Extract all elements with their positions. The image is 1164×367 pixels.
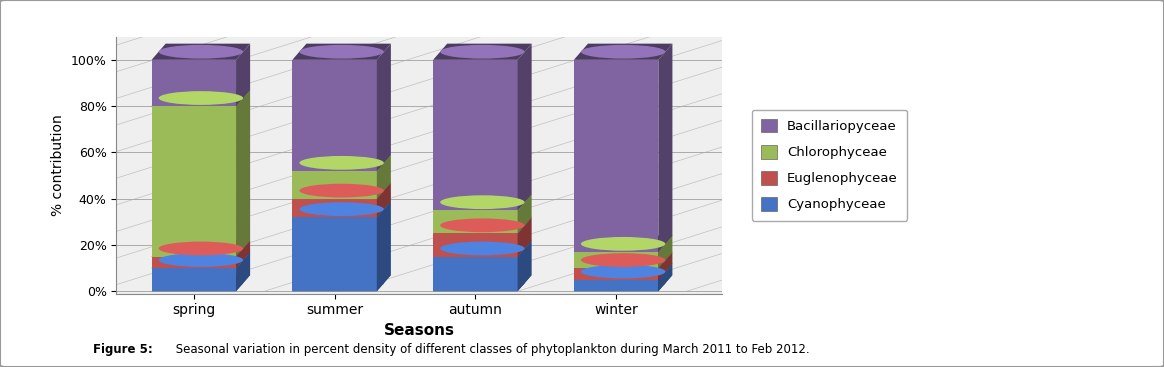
Polygon shape	[377, 182, 391, 217]
Bar	[292, 171, 377, 199]
Ellipse shape	[158, 276, 243, 290]
Polygon shape	[659, 264, 673, 291]
Polygon shape	[518, 217, 532, 257]
Polygon shape	[236, 240, 250, 268]
Bar	[433, 233, 518, 257]
Ellipse shape	[299, 45, 384, 59]
Polygon shape	[659, 252, 673, 280]
Ellipse shape	[581, 265, 666, 279]
Polygon shape	[659, 44, 673, 252]
Ellipse shape	[440, 276, 525, 290]
Bar	[574, 60, 659, 252]
Polygon shape	[236, 90, 250, 257]
Polygon shape	[433, 217, 532, 233]
Ellipse shape	[581, 253, 666, 267]
Polygon shape	[433, 240, 532, 257]
Ellipse shape	[440, 195, 525, 209]
Polygon shape	[292, 182, 391, 199]
Ellipse shape	[581, 276, 666, 290]
Bar	[433, 257, 518, 291]
X-axis label: Seasons: Seasons	[384, 323, 454, 338]
Bar	[292, 60, 377, 171]
Polygon shape	[518, 240, 532, 291]
Polygon shape	[574, 252, 673, 268]
Polygon shape	[292, 275, 391, 291]
Polygon shape	[433, 275, 532, 291]
Polygon shape	[433, 194, 532, 210]
Ellipse shape	[299, 276, 384, 290]
Ellipse shape	[440, 218, 525, 232]
Polygon shape	[151, 252, 250, 268]
Bar	[574, 252, 659, 268]
Polygon shape	[377, 155, 391, 199]
Polygon shape	[433, 240, 532, 257]
Ellipse shape	[581, 237, 666, 251]
Polygon shape	[151, 90, 250, 106]
Polygon shape	[574, 264, 673, 280]
Polygon shape	[574, 236, 673, 252]
Ellipse shape	[158, 91, 243, 105]
Polygon shape	[151, 240, 250, 257]
Polygon shape	[574, 236, 673, 252]
Y-axis label: % contribution: % contribution	[51, 114, 65, 216]
Polygon shape	[433, 194, 532, 210]
Polygon shape	[574, 252, 673, 268]
Bar	[433, 60, 518, 210]
Polygon shape	[377, 201, 391, 291]
Ellipse shape	[440, 241, 525, 255]
Ellipse shape	[440, 45, 525, 59]
Bar	[151, 106, 236, 257]
Polygon shape	[292, 44, 391, 60]
Text: Seasonal variation in percent density of different classes of phytoplankton duri: Seasonal variation in percent density of…	[172, 343, 810, 356]
Polygon shape	[433, 44, 532, 60]
Polygon shape	[236, 44, 250, 106]
Bar	[574, 268, 659, 280]
Bar	[151, 60, 236, 106]
Bar	[574, 280, 659, 291]
Polygon shape	[236, 252, 250, 291]
Polygon shape	[574, 264, 673, 280]
Text: Figure 5:: Figure 5:	[93, 343, 152, 356]
Polygon shape	[151, 252, 250, 268]
Bar	[292, 217, 377, 291]
Ellipse shape	[158, 253, 243, 267]
Polygon shape	[151, 275, 250, 291]
Polygon shape	[433, 217, 532, 233]
Ellipse shape	[581, 45, 666, 59]
Polygon shape	[574, 44, 673, 60]
Polygon shape	[518, 194, 532, 233]
Polygon shape	[151, 90, 250, 106]
Polygon shape	[292, 155, 391, 171]
Polygon shape	[292, 201, 391, 217]
Legend: Bacillariopyceae, Chlorophyceae, Euglenophyceae, Cyanophyceae: Bacillariopyceae, Chlorophyceae, Eugleno…	[752, 110, 907, 221]
Polygon shape	[574, 275, 673, 291]
Ellipse shape	[299, 202, 384, 216]
Ellipse shape	[299, 184, 384, 197]
Bar	[151, 257, 236, 268]
Bar	[292, 199, 377, 217]
Polygon shape	[659, 236, 673, 268]
Bar	[433, 210, 518, 233]
Polygon shape	[292, 201, 391, 217]
Polygon shape	[292, 182, 391, 199]
Polygon shape	[151, 44, 250, 60]
Bar	[151, 268, 236, 291]
Ellipse shape	[158, 45, 243, 59]
Polygon shape	[151, 240, 250, 257]
Polygon shape	[292, 155, 391, 171]
Ellipse shape	[158, 241, 243, 255]
Ellipse shape	[299, 156, 384, 170]
Polygon shape	[518, 44, 532, 210]
Polygon shape	[377, 44, 391, 171]
